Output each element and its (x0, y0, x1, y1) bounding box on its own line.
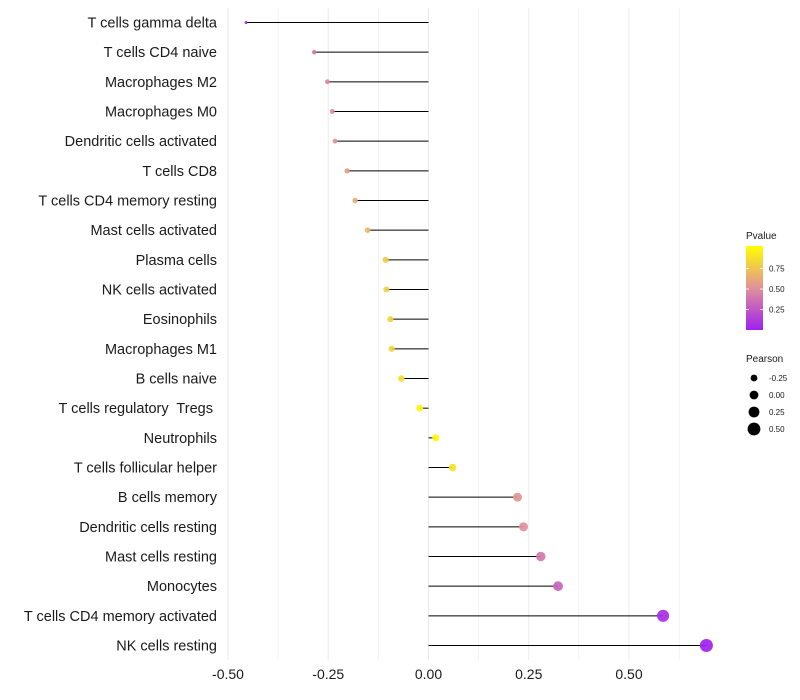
legend: Pvalue 0.25 0.50 0.75 Pearson -0.25 0.00 0.25 0.… (746, 231, 788, 435)
color-legend-label: 0.25 (769, 306, 785, 315)
category-label: T cells follicular helper (74, 461, 217, 477)
category-labels: T cells gamma delta T cells CD4 naive Macr… (24, 16, 218, 655)
x-tick-label: 0.50 (615, 666, 642, 682)
category-label: B cells naive (136, 372, 217, 388)
category-label: Mast cells activated (90, 223, 217, 239)
lollipop-point (553, 581, 563, 591)
color-legend-bar (746, 246, 763, 330)
category-label: B cells memory (118, 490, 218, 506)
category-label: Dendritic cells activated (65, 134, 217, 150)
lollipop-point (398, 375, 404, 381)
category-label: Macrophages M0 (105, 105, 217, 121)
category-label: T cells CD4 memory resting (38, 194, 217, 210)
size-legend-label: 0.50 (769, 425, 785, 434)
category-label: T cells CD8 (142, 164, 217, 180)
x-tick-label: 0.00 (415, 666, 442, 682)
lollipop-point (352, 198, 357, 203)
category-label: NK cells resting (116, 639, 217, 655)
category-label: T cells CD4 naive (104, 45, 217, 61)
category-label: Macrophages M1 (105, 342, 217, 358)
lollipop-point (325, 79, 330, 84)
category-label: NK cells activated (102, 283, 217, 299)
category-label: T cells CD4 memory activated (24, 609, 217, 625)
lollipop-point (333, 139, 338, 144)
x-tick-label: -0.50 (212, 666, 244, 682)
color-legend-label: 0.75 (769, 265, 785, 274)
x-tick-label: 0.25 (515, 666, 542, 682)
category-label: T cells gamma delta (88, 16, 218, 32)
lollipop-point (365, 227, 371, 233)
x-axis-ticks: -0.50 -0.25 0.00 0.25 0.50 (212, 666, 643, 682)
lollipop-point (387, 316, 393, 322)
size-legend-title: Pearson (746, 354, 783, 365)
lollipop-point (513, 493, 522, 502)
grid-layer (228, 8, 679, 660)
lollipop-point (416, 405, 423, 412)
lollipop-point (657, 610, 669, 622)
color-legend-title: Pvalue (746, 231, 777, 242)
lollipop-chart: T cells gamma delta T cells CD4 naive Macr… (0, 0, 800, 700)
size-legend-label: -0.25 (769, 374, 788, 383)
category-label: Neutrophils (144, 431, 217, 447)
category-label: Plasma cells (136, 253, 217, 269)
category-label: Macrophages M2 (105, 75, 217, 91)
lollipop-point (330, 109, 335, 114)
size-legend-key (748, 423, 761, 436)
size-legend-label: 0.00 (769, 391, 785, 400)
lollipop-point (536, 552, 545, 561)
category-label: Monocytes (147, 579, 217, 595)
lollipop-point (700, 639, 713, 652)
lollipop-point (389, 346, 395, 352)
lollipop-point (449, 464, 457, 472)
lollipop-point (432, 434, 439, 441)
color-legend-label: 0.50 (769, 285, 785, 294)
category-label: T cells regulatory Tregs (59, 401, 218, 417)
lollipop-point (344, 168, 349, 173)
lollipop-point (245, 21, 248, 24)
category-label: Dendritic cells resting (79, 520, 217, 536)
category-label: Mast cells resting (105, 550, 217, 566)
lollipop-point (383, 286, 389, 292)
size-legend-key (751, 375, 758, 382)
size-legend-key (750, 391, 759, 400)
lollipop-point (519, 522, 528, 531)
x-tick-label: -0.25 (312, 666, 344, 682)
segment-layer (246, 23, 706, 646)
size-legend-label: 0.25 (769, 408, 785, 417)
lollipop-point (312, 50, 317, 55)
category-label: Eosinophils (143, 312, 217, 328)
lollipop-point (383, 257, 389, 263)
size-legend-key (749, 407, 760, 418)
